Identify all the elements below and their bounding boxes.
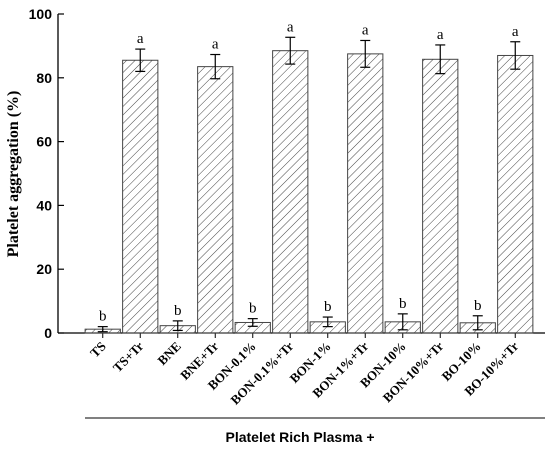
significance-letter: a — [437, 27, 444, 43]
significance-letter: a — [137, 31, 144, 47]
significance-letter: b — [324, 299, 332, 315]
bar — [122, 59, 159, 334]
bar — [497, 54, 534, 334]
significance-letter: a — [362, 22, 369, 38]
y-tick-label: 0 — [44, 325, 52, 341]
significance-letter: a — [512, 24, 519, 40]
bar — [272, 50, 309, 334]
x-tick-label: TS+Tr — [110, 338, 147, 375]
y-tick-label: 100 — [29, 6, 53, 22]
significance-letter: b — [99, 309, 107, 325]
x-axis-title: Platelet Rich Plasma + — [225, 429, 374, 445]
bar — [347, 53, 384, 334]
significance-letter: a — [212, 37, 219, 53]
significance-letter: b — [174, 303, 182, 319]
y-tick-label: 20 — [36, 261, 52, 277]
bar — [422, 58, 459, 334]
significance-letter: b — [249, 301, 257, 317]
significance-letter: b — [399, 296, 407, 312]
y-tick-label: 40 — [36, 197, 52, 213]
y-tick-label: 80 — [36, 70, 52, 86]
x-tick-label: TS — [87, 339, 109, 361]
significance-letter: a — [287, 19, 294, 35]
x-tick-label: BNE — [154, 339, 184, 369]
significance-letter: b — [474, 298, 482, 314]
bar — [197, 66, 234, 334]
y-tick-label: 60 — [36, 134, 52, 150]
y-axis-title: Platelet aggregation (%) — [5, 91, 22, 258]
